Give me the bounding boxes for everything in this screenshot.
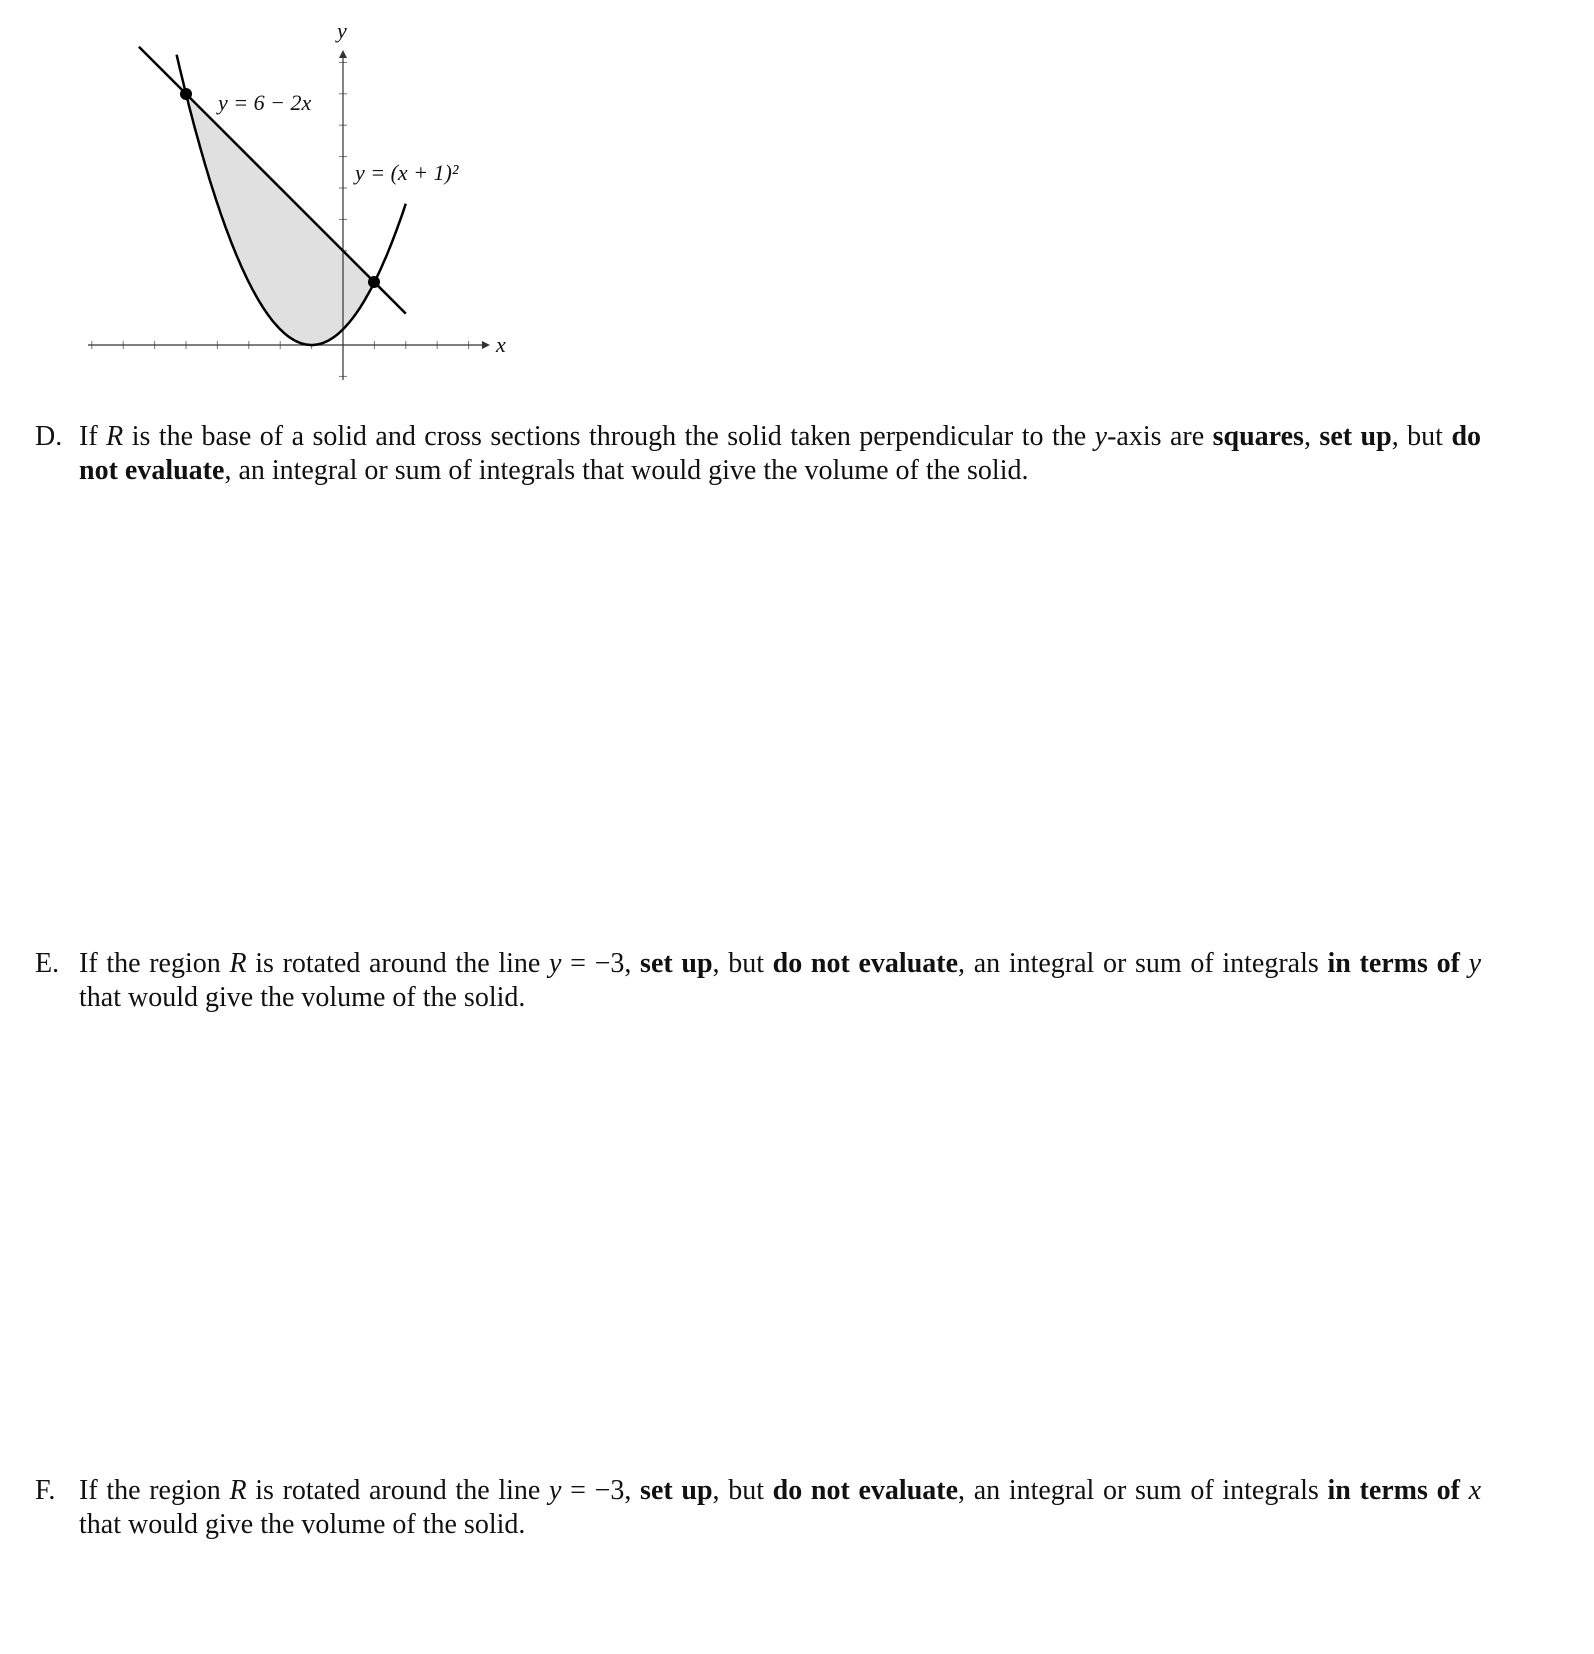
text-run: squares [1212,421,1304,452]
intersection-point [180,88,192,100]
text-run: x [1468,1475,1482,1506]
text-run: R [106,421,124,452]
y-axis-label: y [335,18,347,43]
text-run: y [548,948,562,979]
text-run: , an integral or sum of integrals that w… [224,455,1029,486]
text-run: , but [712,1475,773,1506]
text-run: If the region [79,1475,230,1506]
curve-label: y = (x + 1)² [353,160,459,185]
text-run: = −3, [561,948,641,979]
text-run: R [229,948,247,979]
text-run: -axis are [1107,421,1213,452]
curve-label: y = 6 − 2x [216,90,311,115]
text-run: , [1303,421,1320,452]
text-run: If the region [79,948,230,979]
text-run: set up [1319,421,1392,452]
shaded-region [186,93,375,345]
text-run: y [1468,948,1482,979]
question: D. If R is the base of a solid and cross … [35,420,1482,488]
x-axis-label: x [495,332,506,357]
text-run: do not evaluate [79,421,1482,486]
y-arrow [339,50,347,58]
text-run: , but [1391,421,1452,452]
question-label: E. [35,948,60,979]
text-run: = −3, [561,1475,641,1506]
text-run: R [229,1475,247,1506]
text-run: is rotated around the line [246,1475,549,1506]
text-run: y [548,1475,562,1506]
text-run: set up [640,1475,713,1506]
text-run: If [79,421,107,452]
x-arrow [482,341,490,349]
text-run: in terms of [1327,1475,1460,1506]
figure: x y y = 6 − 2x y = (x + 1)² [88,18,506,380]
text-run [1460,948,1469,979]
text-run [1460,1475,1469,1506]
text-run: is the base of a solid and cross section… [123,421,1095,452]
text-run: is rotated around the line [246,948,549,979]
text-run: that would give the volume of the solid. [79,982,526,1013]
text-run: do not evaluate [772,948,959,979]
text-run: do not evaluate [772,1475,959,1506]
question: F. If the region R is rotated around the … [35,1474,1482,1542]
text-run: y [1094,421,1108,452]
text-run: set up [640,948,713,979]
question-label: F. [35,1475,56,1506]
intersection-point [368,276,380,288]
parabola-curve [175,54,407,347]
text-run: , an integral or sum of integrals [958,948,1328,979]
text-run: , but [712,948,773,979]
text-run: in terms of [1327,948,1460,979]
text-run: , an integral or sum of integrals [958,1475,1328,1506]
question-label: D. [35,421,63,452]
text-run: that would give the volume of the solid. [79,1509,526,1540]
question: E. If the region R is rotated around the … [35,947,1482,1015]
